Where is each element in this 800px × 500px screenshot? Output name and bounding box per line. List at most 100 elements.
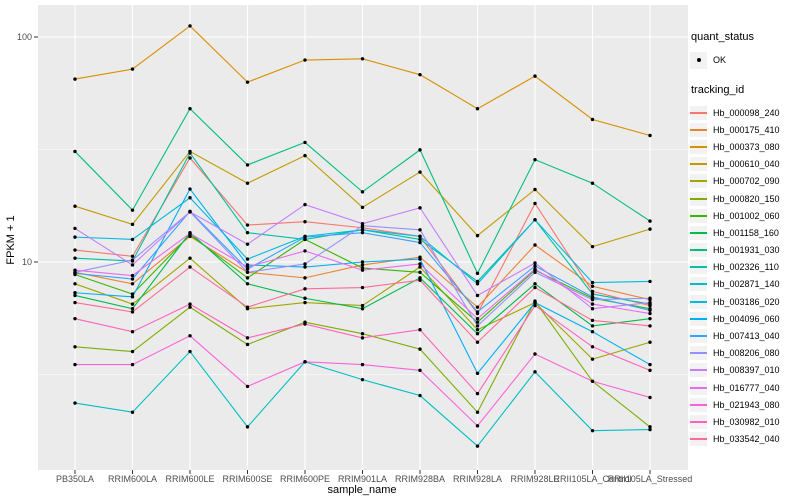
data-point-Hb_000820_150[interactable] — [418, 347, 422, 351]
data-point-Hb_008206_080[interactable] — [590, 297, 595, 302]
data-point-Hb_008397_010[interactable] — [245, 242, 250, 246]
data-point-Hb_002871_140[interactable] — [648, 427, 652, 432]
data-point-Hb_004096_060[interactable] — [303, 265, 307, 269]
data-point-Hb_002326_110[interactable] — [188, 151, 192, 155]
data-point-Hb_002871_140[interactable] — [73, 401, 77, 405]
data-point-Hb_000702_090[interactable] — [590, 357, 595, 361]
legend-item-Hb_000373_080[interactable]: Hb_000373_080 — [690, 138, 800, 155]
data-point-Hb_001931_030[interactable] — [245, 163, 250, 167]
data-point-Hb_002871_140[interactable] — [360, 377, 365, 382]
data-point-Hb_030982_010[interactable] — [648, 368, 652, 373]
data-point-Hb_033542_040[interactable] — [188, 265, 192, 269]
data-point-Hb_030982_010[interactable] — [245, 336, 250, 340]
data-point-Hb_008397_010[interactable] — [360, 221, 365, 226]
data-point-Hb_001002_060[interactable] — [475, 320, 480, 324]
data-point-Hb_000373_080[interactable] — [418, 72, 422, 77]
data-point-Hb_008206_080[interactable] — [533, 270, 537, 274]
data-point-Hb_002326_110[interactable] — [475, 279, 480, 284]
data-point-Hb_033542_040[interactable] — [648, 324, 652, 328]
data-point-Hb_007413_040[interactable] — [648, 308, 652, 313]
data-point-Hb_007413_040[interactable] — [418, 240, 422, 245]
data-point-Hb_003186_020[interactable] — [73, 235, 77, 239]
data-point-Hb_000373_080[interactable] — [533, 74, 537, 78]
data-point-Hb_021943_080[interactable] — [245, 384, 250, 389]
legend-item-Hb_001158_160[interactable]: Hb_001158_160 — [690, 224, 800, 241]
data-point-Hb_000373_080[interactable] — [245, 80, 250, 84]
data-point-Hb_008397_010[interactable] — [188, 210, 192, 214]
data-point-Hb_030982_010[interactable] — [360, 336, 365, 340]
data-point-Hb_002326_110[interactable] — [590, 292, 595, 296]
data-point-Hb_002871_140[interactable] — [188, 349, 192, 354]
data-point-Hb_033542_040[interactable] — [418, 278, 422, 282]
data-point-Hb_030982_010[interactable] — [188, 302, 192, 306]
data-point-Hb_003186_020[interactable] — [418, 234, 422, 239]
data-point-Hb_000610_040[interactable] — [418, 170, 422, 174]
data-point-Hb_008206_080[interactable] — [130, 258, 135, 262]
data-point-Hb_000820_150[interactable] — [130, 349, 135, 354]
data-point-Hb_021943_080[interactable] — [188, 334, 192, 338]
data-point-Hb_008397_010[interactable] — [590, 307, 595, 311]
data-point-Hb_030982_010[interactable] — [418, 328, 422, 332]
legend-item-Hb_008206_080[interactable]: Hb_008206_080 — [690, 345, 800, 362]
data-point-Hb_007413_040[interactable] — [533, 264, 537, 268]
data-point-Hb_001931_030[interactable] — [188, 107, 192, 111]
data-point-Hb_000610_040[interactable] — [73, 204, 77, 208]
data-point-Hb_001158_160[interactable] — [73, 293, 77, 298]
legend-item-Hb_000175_410[interactable]: Hb_000175_410 — [690, 121, 800, 138]
data-point-Hb_021943_080[interactable] — [360, 362, 365, 367]
data-point-Hb_016777_040[interactable] — [590, 302, 595, 306]
data-point-Hb_030982_010[interactable] — [73, 316, 77, 321]
data-point-Hb_000820_150[interactable] — [360, 332, 365, 336]
data-point-Hb_000610_040[interactable] — [303, 153, 307, 158]
data-point-Hb_016777_040[interactable] — [130, 273, 135, 278]
data-point-Hb_003186_020[interactable] — [245, 257, 250, 261]
data-point-Hb_000702_090[interactable] — [418, 265, 422, 269]
data-point-Hb_007413_040[interactable] — [475, 310, 480, 314]
data-point-Hb_004096_060[interactable] — [73, 291, 77, 295]
data-point-Hb_000373_080[interactable] — [303, 58, 307, 62]
data-point-Hb_002871_140[interactable] — [418, 393, 422, 398]
data-point-Hb_000702_090[interactable] — [130, 302, 135, 306]
data-point-Hb_016777_040[interactable] — [73, 268, 77, 272]
data-point-Hb_016777_040[interactable] — [303, 249, 307, 253]
legend-item-Hb_008397_010[interactable]: Hb_008397_010 — [690, 362, 800, 379]
data-point-Hb_000610_040[interactable] — [245, 181, 250, 185]
data-point-Hb_000702_090[interactable] — [303, 300, 307, 305]
legend-item-Hb_000610_040[interactable]: Hb_000610_040 — [690, 156, 800, 173]
legend-item-Hb_021943_080[interactable]: Hb_021943_080 — [690, 396, 800, 413]
data-point-Hb_001158_160[interactable] — [648, 316, 652, 321]
data-point-Hb_000610_040[interactable] — [360, 205, 365, 210]
data-point-Hb_000373_080[interactable] — [73, 77, 77, 81]
data-point-Hb_001931_030[interactable] — [130, 208, 135, 212]
data-point-Hb_003186_020[interactable] — [130, 237, 135, 242]
data-point-Hb_001931_030[interactable] — [648, 219, 652, 223]
data-point-Hb_000820_150[interactable] — [73, 345, 77, 349]
data-point-Hb_004096_060[interactable] — [188, 187, 192, 191]
data-point-Hb_016777_040[interactable] — [475, 316, 480, 321]
data-point-Hb_008397_010[interactable] — [303, 202, 307, 207]
data-point-Hb_021943_080[interactable] — [648, 395, 652, 400]
legend-item-Hb_001931_030[interactable]: Hb_001931_030 — [690, 242, 800, 259]
data-point-Hb_000820_150[interactable] — [475, 410, 480, 414]
data-point-Hb_000702_090[interactable] — [648, 340, 652, 344]
data-point-Hb_003186_020[interactable] — [648, 279, 652, 284]
data-point-Hb_002871_140[interactable] — [245, 425, 250, 429]
legend-item-Hb_007413_040[interactable]: Hb_007413_040 — [690, 327, 800, 344]
data-point-Hb_008397_010[interactable] — [475, 293, 480, 298]
data-point-Hb_001931_030[interactable] — [590, 181, 595, 185]
data-point-Hb_008397_010[interactable] — [130, 263, 135, 267]
data-point-Hb_001158_160[interactable] — [533, 282, 537, 286]
data-point-Hb_001158_160[interactable] — [245, 282, 250, 286]
data-point-Hb_008397_010[interactable] — [648, 300, 652, 305]
data-point-Hb_001158_160[interactable] — [590, 324, 595, 328]
data-point-Hb_002871_140[interactable] — [130, 410, 135, 414]
data-point-Hb_003186_020[interactable] — [188, 196, 192, 200]
data-point-Hb_021943_080[interactable] — [303, 360, 307, 364]
data-point-Hb_001158_160[interactable] — [130, 307, 135, 311]
data-point-Hb_000098_240[interactable] — [130, 254, 135, 259]
data-point-Hb_016777_040[interactable] — [360, 268, 365, 272]
data-point-Hb_002871_140[interactable] — [533, 370, 537, 374]
data-point-Hb_008206_080[interactable] — [475, 324, 480, 328]
data-point-Hb_000098_240[interactable] — [73, 248, 77, 252]
data-point-Hb_001158_160[interactable] — [360, 307, 365, 311]
